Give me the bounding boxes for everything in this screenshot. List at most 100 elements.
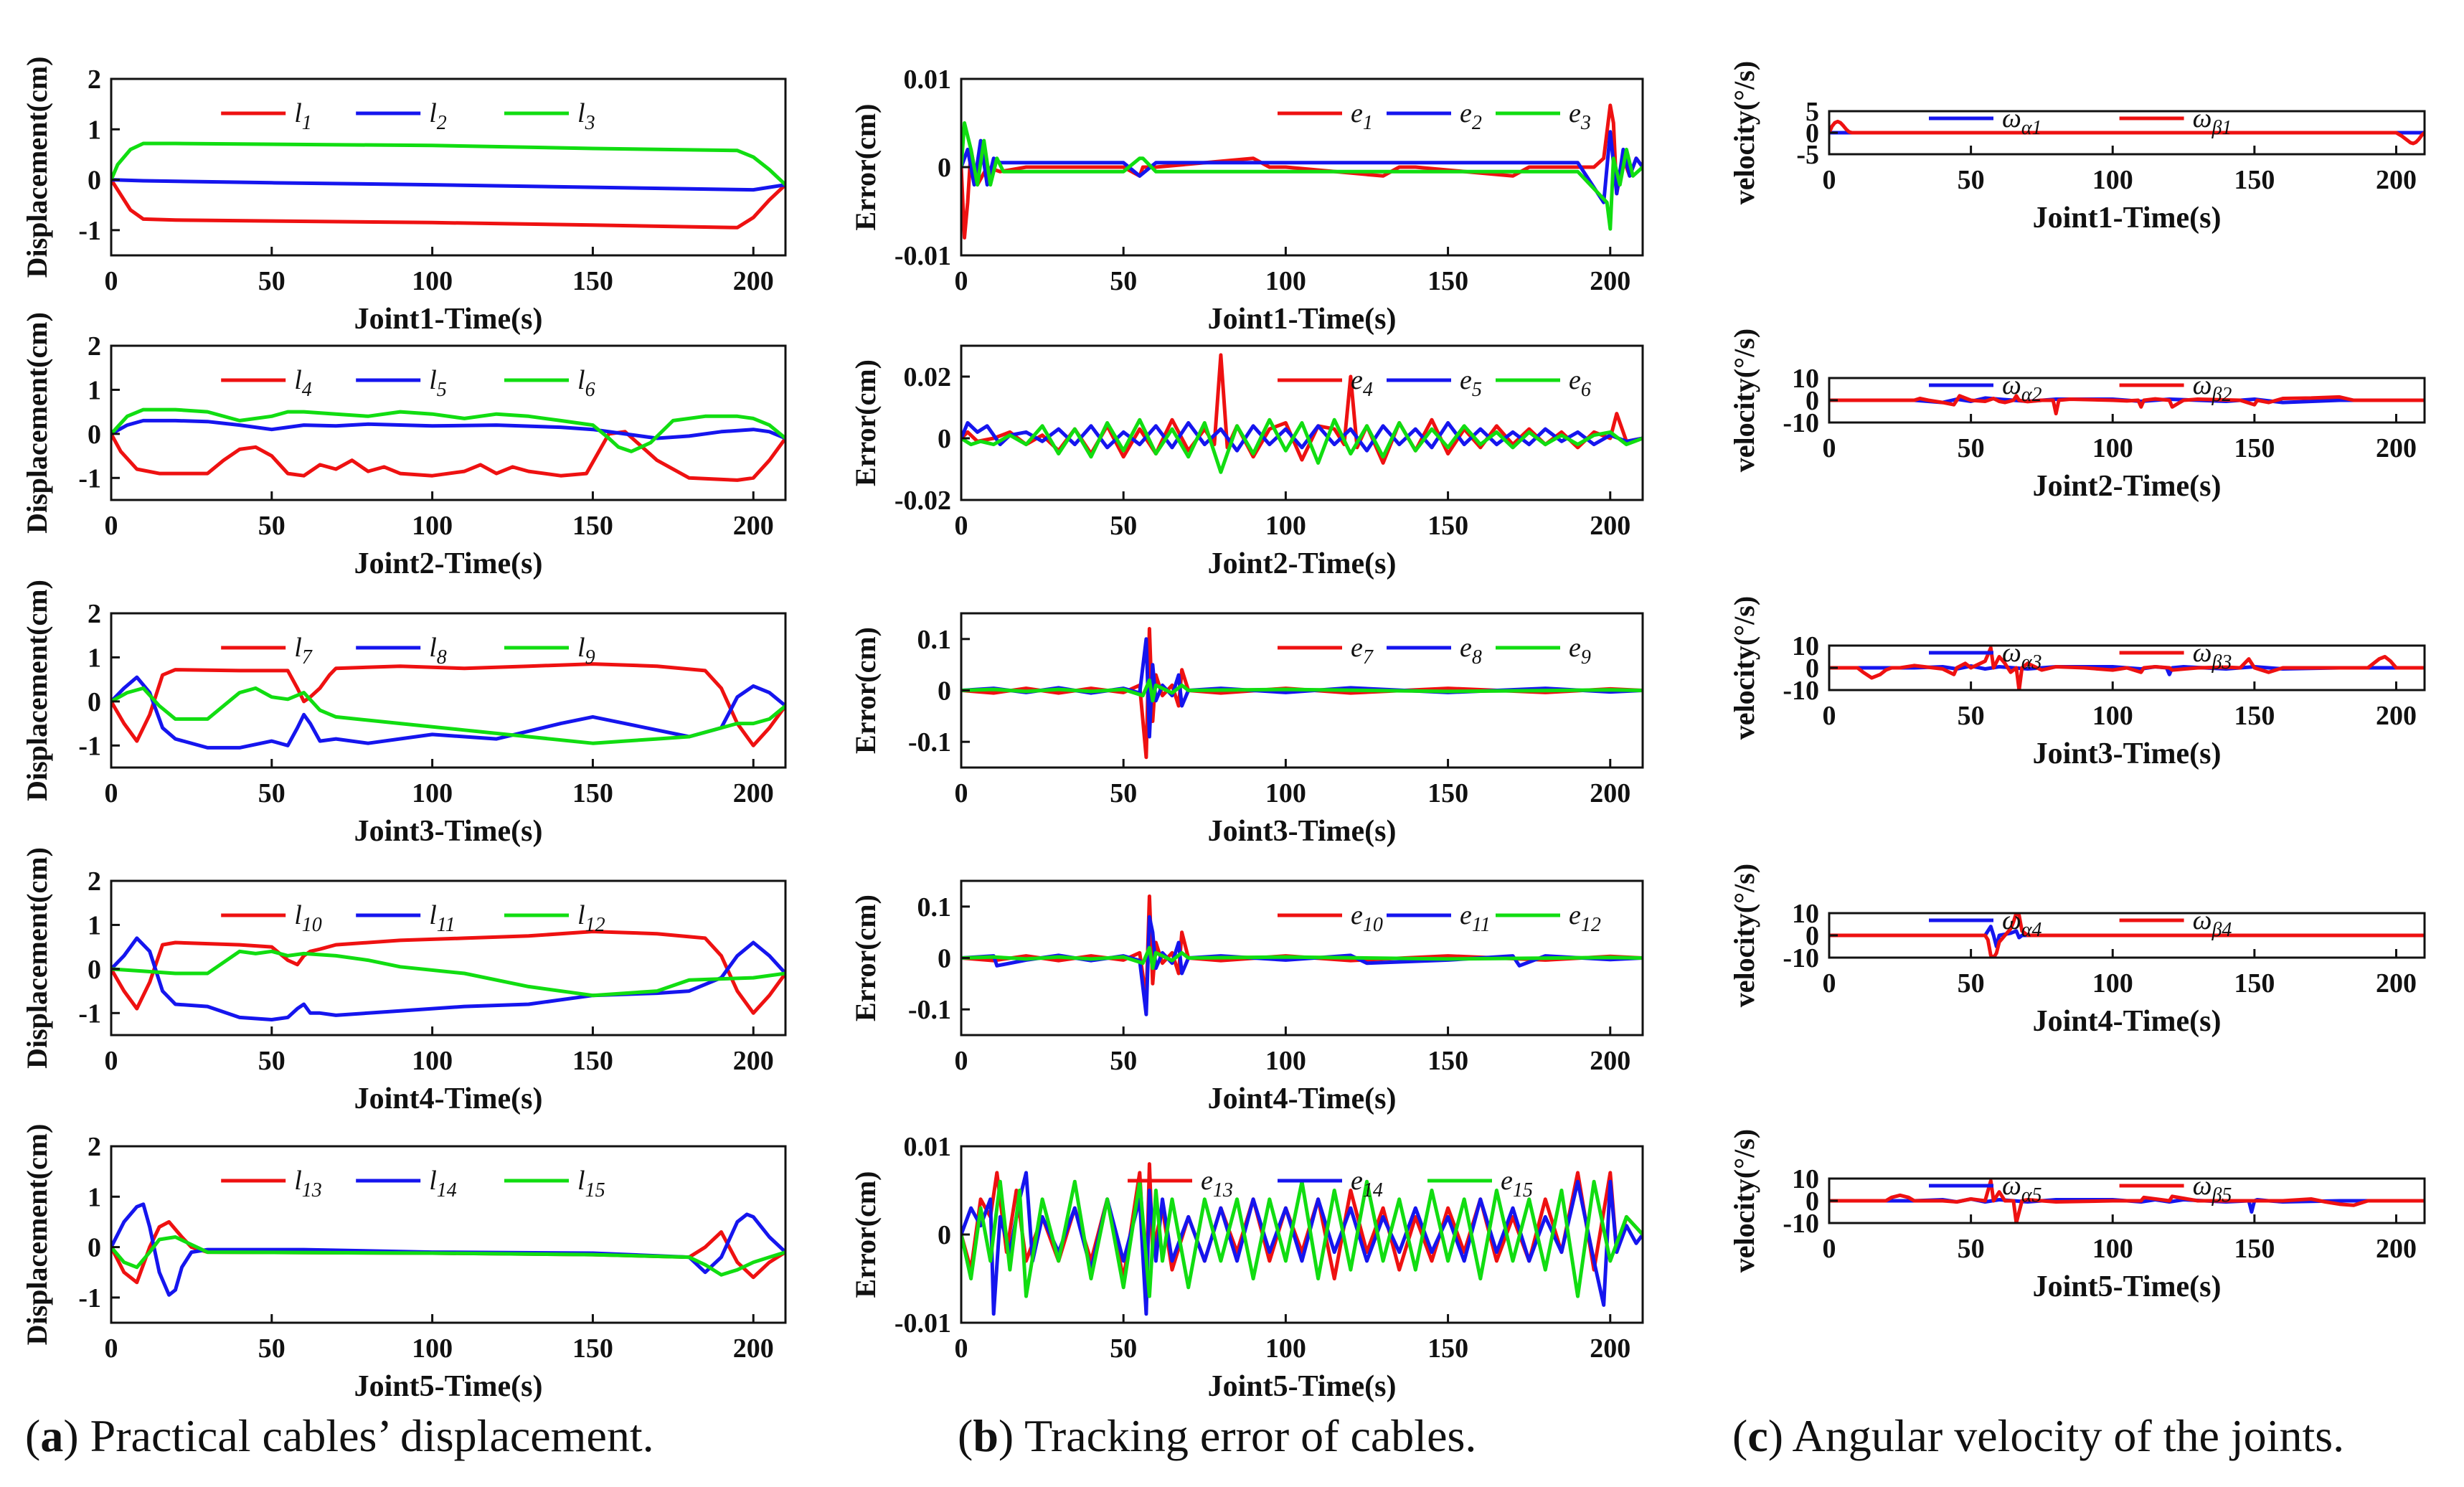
legend-entry: e1 (1351, 98, 1373, 134)
chart-b5: 0 50 100 150 200-0.0100.01Joint5-Time(s)Erro… (849, 1132, 1644, 1403)
legend-entry: e2 (1460, 98, 1482, 134)
x-tick-label: 100 (1265, 1333, 1306, 1364)
x-tick-label: 0 (1823, 1234, 1836, 1264)
y-tick-label: -10 (1783, 943, 1819, 973)
legend-subscript: 11 (1472, 914, 1491, 936)
y-tick-label: 10 (1792, 631, 1819, 661)
legend-subscript: 8 (1472, 646, 1482, 669)
y-tick-label: 5 (1805, 97, 1819, 127)
y-tick-label: 0.1 (917, 892, 952, 922)
series-line-red (1829, 646, 2425, 690)
legend-entry: e10 (1351, 900, 1383, 936)
y-tick-label: 2 (88, 65, 101, 95)
legend-entry: e11 (1460, 900, 1491, 936)
legend-subscript: 7 (1363, 646, 1374, 669)
x-tick-label: 200 (733, 511, 774, 541)
y-tick-label: 10 (1792, 899, 1819, 929)
y-tick-label: -0.02 (895, 486, 951, 516)
legend-subscript: 12 (585, 914, 605, 936)
caption-text: Practical cables’ displacement. (90, 1410, 654, 1461)
legend-entry: l13 (294, 1166, 322, 1202)
series-line-red (1829, 119, 2425, 146)
x-axis-label: Joint4-Time(s) (2033, 1005, 2222, 1038)
legend-subscript: β1 (2211, 117, 2232, 139)
y-tick-label: 2 (88, 1132, 101, 1162)
series-line-red (111, 930, 785, 1015)
y-tick-label: 0 (1805, 1186, 1819, 1217)
y-tick-label: -10 (1783, 408, 1819, 438)
x-tick-label: 50 (1110, 1333, 1137, 1364)
chart-a5: 0 50 100 150 200-1012Joint5-Time(s)Displacem… (21, 1124, 787, 1403)
x-tick-label: 50 (258, 778, 285, 808)
y-tick-label: 0.1 (917, 625, 952, 655)
y-tick-label: -0.1 (908, 995, 951, 1025)
x-tick-label: 200 (2376, 165, 2417, 195)
y-axis-label: Displacement(cm) (21, 580, 53, 801)
caption-c: (c) Angular velocity of the joints. (1732, 1410, 2345, 1461)
x-tick-label: 150 (1427, 511, 1468, 541)
x-tick-label: 100 (1265, 511, 1306, 541)
x-tick-label: 0 (955, 1046, 968, 1076)
y-tick-label: 0.01 (904, 65, 952, 95)
y-axis-label: Displacement(cm) (21, 57, 53, 278)
x-tick-label: 100 (412, 266, 453, 296)
x-axis-label: Joint1-Time(s) (2033, 202, 2222, 235)
y-tick-label: -0.01 (895, 241, 951, 271)
legend-subscript: β4 (2211, 919, 2232, 941)
series-line-green (961, 1179, 1643, 1298)
y-axis-label: Error(cm) (849, 1171, 882, 1298)
x-tick-label: 50 (1110, 266, 1137, 296)
x-tick-label: 150 (1427, 266, 1468, 296)
x-axis-label: Joint4-Time(s) (1208, 1082, 1397, 1115)
legend-entry: l7 (294, 633, 313, 669)
x-tick-label: 200 (1590, 1333, 1630, 1364)
x-axis-label: Joint5-Time(s) (1208, 1370, 1397, 1403)
legend-subscript: 3 (1580, 112, 1591, 134)
x-tick-label: 100 (2092, 433, 2133, 463)
x-axis-label: Joint3-Time(s) (2033, 737, 2222, 770)
y-axis-label: Error(cm) (849, 627, 882, 754)
y-tick-label: -10 (1783, 1209, 1819, 1239)
x-tick-label: 200 (733, 1333, 774, 1364)
chart-c3: 0 50 100 150 200-10010Joint3-Time(s)velocity… (1728, 596, 2426, 770)
series-line-blue (111, 936, 785, 1021)
x-axis-label: Joint4-Time(s) (354, 1082, 543, 1115)
x-tick-label: 150 (2234, 701, 2275, 731)
series-line-green (961, 945, 1643, 971)
legend-subscript: 8 (437, 646, 447, 669)
legend-subscript: 9 (585, 646, 595, 669)
series-line-red (111, 430, 785, 482)
y-tick-label: 10 (1792, 364, 1819, 394)
y-tick-label: 2 (88, 867, 101, 897)
legend-entry: e8 (1460, 633, 1482, 669)
x-tick-label: 200 (2376, 701, 2417, 731)
legend-entry: e9 (1569, 633, 1591, 669)
x-axis-label: Joint1-Time(s) (354, 303, 543, 336)
y-tick-label: 0 (88, 420, 101, 450)
x-tick-label: 200 (2376, 1234, 2417, 1264)
series-line-green (961, 678, 1643, 703)
caption-a: (a) Practical cables’ displacement. (25, 1410, 654, 1461)
legend-entry: e7 (1351, 633, 1374, 669)
series-line-green (961, 121, 1643, 231)
series-line-red (111, 662, 785, 747)
y-tick-label: 0.01 (904, 1132, 952, 1162)
y-axis-label: Error(cm) (849, 894, 882, 1021)
y-tick-label: 0 (88, 1233, 101, 1263)
caption-text: Angular velocity of the joints. (1792, 1410, 2345, 1461)
legend-entry: l3 (577, 98, 595, 134)
x-tick-label: 0 (1823, 433, 1836, 463)
legend-subscript: 3 (585, 112, 595, 134)
y-tick-label: 0 (88, 687, 101, 717)
y-axis-label: Displacement(cm) (21, 847, 53, 1069)
chart-b4: 0 50 100 150 200-0.100.1Joint4-Time(s)Error(… (849, 879, 1644, 1115)
series-line-blue (961, 915, 1643, 1016)
x-tick-label: 200 (1590, 266, 1630, 296)
x-tick-label: 200 (1590, 1046, 1630, 1076)
x-tick-label: 0 (1823, 165, 1836, 195)
y-tick-label: 2 (88, 599, 101, 629)
legend-entry: l14 (429, 1166, 457, 1202)
x-tick-label: 50 (1110, 1046, 1137, 1076)
chart-c4: 0 50 100 150 200-10010Joint4-Time(s)velocity… (1728, 864, 2426, 1038)
x-axis-label: Joint1-Time(s) (1208, 303, 1397, 336)
